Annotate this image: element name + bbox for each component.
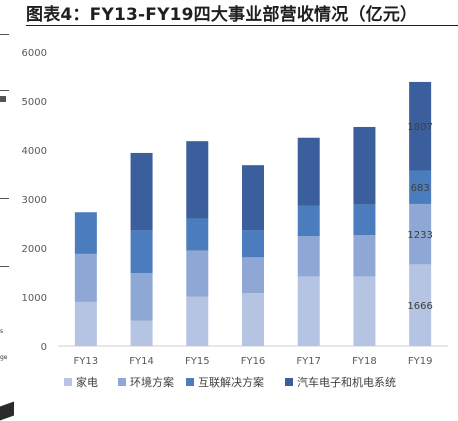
bar-segment [353,204,376,236]
bar-segment [130,320,153,346]
strip-line [0,198,9,199]
y-tick-label: 1000 [22,293,47,304]
bar-segment [130,230,153,273]
bar-segment [242,230,264,258]
series-汽车电子和机电系统 [130,81,432,231]
bar-segment [186,296,209,346]
bar-segment [297,205,320,237]
bar-segment [297,276,320,346]
bar-segment [409,264,432,346]
series-互联解决方案 [74,170,432,273]
bar-segment [130,152,153,231]
data-label: 683 [411,183,430,194]
bar-segment [186,218,209,251]
y-tick-label: 0 [41,342,47,353]
bar-segment [242,165,264,231]
title-underline [26,25,458,26]
legend-label: 环境方案 [130,375,174,389]
bar-segment [186,141,209,219]
legend-swatch [64,378,72,386]
data-label: 1807 [407,122,432,133]
legend-label: 互联解决方案 [198,375,264,389]
y-tick-label: 5000 [22,97,47,108]
strip-line [0,90,9,91]
bar-segment [186,250,209,297]
bar-segment [353,126,376,205]
bar-segment [297,137,320,206]
y-tick-label: 3000 [22,195,47,206]
x-tick-label: FY15 [185,356,210,367]
strip-fragment: ge [0,354,8,361]
legend-swatch [118,378,126,386]
legend-swatch [285,378,293,386]
x-tick-label: FY19 [408,356,433,367]
chart-title: 图表4：FY13-FY19四大事业部营收情况（亿元） [26,5,418,25]
bar-segment [242,257,264,294]
series-家电 [74,264,432,346]
x-tick-label: FY17 [296,356,321,367]
data-label: 1666 [407,301,432,312]
y-tick-label: 4000 [22,146,47,157]
x-tick-label: FY16 [241,356,266,367]
bar-segment [353,276,376,346]
legend-label: 汽车电子和机电系统 [297,375,396,389]
legend-swatch [186,378,194,386]
bar-segment [409,81,432,171]
bar-segment [74,253,97,302]
strip-line [0,266,9,267]
data-label: 1233 [407,230,432,241]
series-环境方案 [74,203,432,321]
y-tick-label: 2000 [22,244,47,255]
bar-segment [297,236,320,277]
bar-segment [74,212,97,254]
bar-segment [409,203,432,265]
x-tick-label: FY14 [129,356,154,367]
strip-marker [0,96,6,102]
bar-segment [130,272,153,321]
bar-segment [74,301,97,346]
strip-line [0,34,9,35]
legend-label: 家电 [76,375,98,389]
x-tick-label: FY18 [352,356,377,367]
bar-segment [353,235,376,277]
x-tick-label: FY13 [74,356,99,367]
y-tick-label: 6000 [22,48,47,59]
strip-fragment: s [0,328,4,335]
bar-segment [242,293,264,346]
left-clipped-strip: s ge [0,28,20,421]
bar-segment [409,170,432,204]
